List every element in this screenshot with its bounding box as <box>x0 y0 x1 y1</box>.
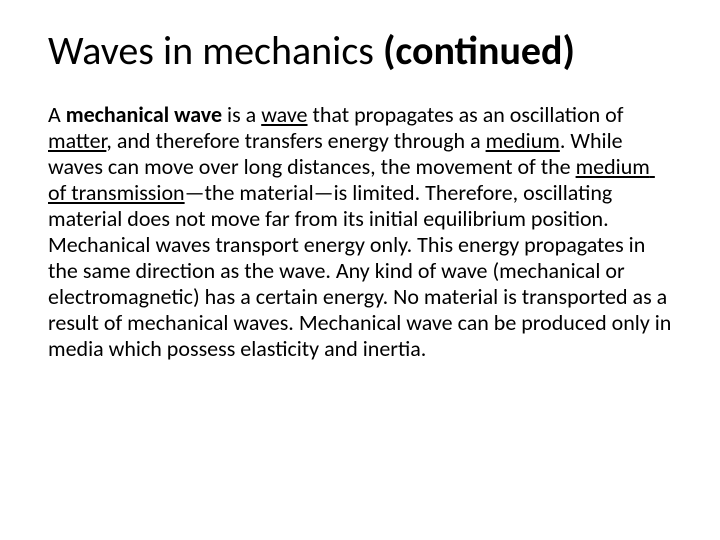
title-plain: Waves in mechanics <box>48 26 383 75</box>
body-run-1: mechanical wave <box>66 101 222 128</box>
body-run-3: wave <box>261 101 307 128</box>
body-run-5: matter <box>48 127 106 154</box>
title-bold: (continued) <box>383 26 575 75</box>
body-run-0: A <box>48 101 66 128</box>
body-run-7: medium <box>486 127 560 154</box>
body-run-2: is a <box>222 101 261 128</box>
body-run-6: , and therefore transfers energy through… <box>106 127 485 154</box>
slide-title: Waves in mechanics (continued) <box>48 28 672 74</box>
body-run-10: —the material—is limited. Therefore, osc… <box>48 179 676 362</box>
slide: Waves in mechanics (continued) A mechani… <box>0 0 720 540</box>
body-run-4: that propagates as an oscillation of <box>308 101 629 128</box>
slide-body: A mechanical wave is a wave that propaga… <box>48 102 672 362</box>
